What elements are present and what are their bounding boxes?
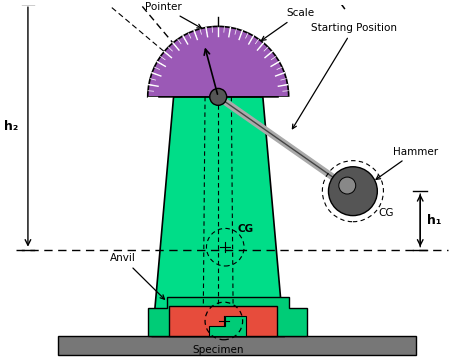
- Polygon shape: [209, 316, 246, 336]
- Text: Pointer: Pointer: [146, 2, 201, 28]
- Text: h₂: h₂: [4, 120, 18, 134]
- Circle shape: [210, 88, 227, 105]
- Text: CG: CG: [379, 208, 394, 218]
- Polygon shape: [58, 336, 416, 355]
- Text: Starting Position: Starting Position: [292, 23, 397, 129]
- Text: CG: CG: [237, 224, 253, 234]
- Circle shape: [328, 167, 377, 216]
- Polygon shape: [153, 97, 284, 336]
- Text: End of
Swing: End of Swing: [0, 358, 1, 359]
- Text: Specimen: Specimen: [192, 345, 244, 355]
- Circle shape: [339, 177, 356, 194]
- Polygon shape: [148, 297, 308, 336]
- Text: Scale: Scale: [262, 8, 314, 41]
- Text: h₁: h₁: [427, 214, 442, 227]
- Text: Anvil: Anvil: [110, 253, 164, 299]
- Wedge shape: [148, 27, 289, 97]
- Text: Hammer: Hammer: [376, 146, 438, 180]
- Polygon shape: [169, 306, 277, 336]
